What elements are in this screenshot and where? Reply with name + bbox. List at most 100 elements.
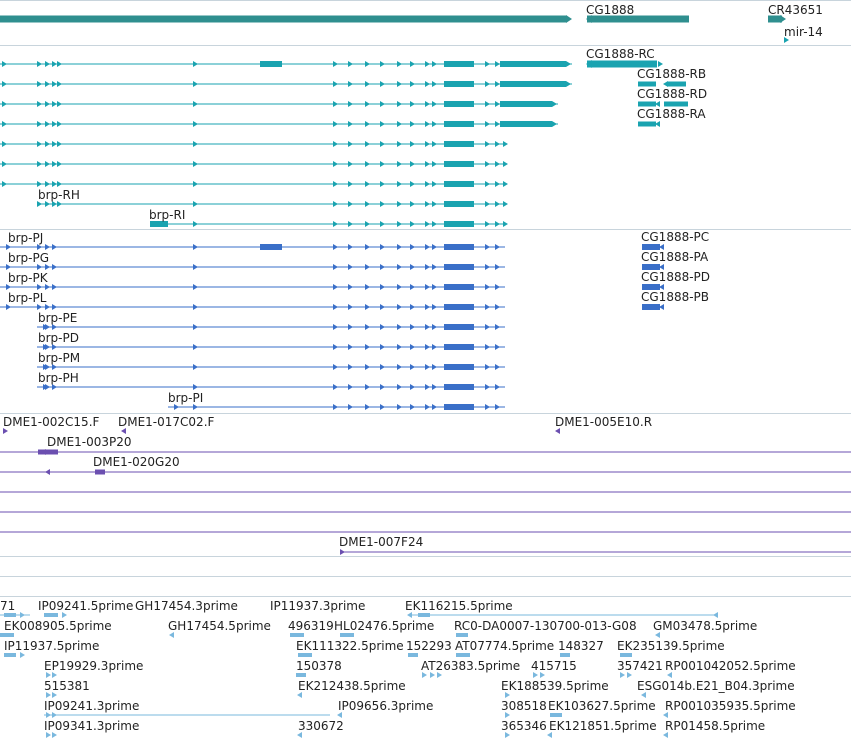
strand-arrow-right[interactable]: [46, 672, 51, 678]
strand-arrow-right[interactable]: [495, 384, 500, 390]
transcript-label-cg1888-rb[interactable]: CG1888-RB: [637, 67, 707, 81]
strand-arrow-right[interactable]: [348, 264, 353, 270]
transcript-label-brp-rh[interactable]: brp-RH: [38, 188, 80, 202]
cdna-label-ip09241-3prime[interactable]: IP09241.3prime: [44, 699, 140, 713]
strand-arrow-right[interactable]: [333, 244, 338, 250]
strand-arrow-right[interactable]: [397, 161, 402, 167]
strand-arrow-right[interactable]: [57, 161, 62, 167]
protein-label-brp-pd[interactable]: brp-PD: [38, 331, 79, 345]
strand-arrow-right[interactable]: [397, 81, 402, 87]
strand-arrow-left[interactable]: [659, 244, 664, 250]
cdna-arrow[interactable]: [505, 692, 510, 698]
clone-end-arrow[interactable]: [41, 449, 46, 455]
strand-arrow-right[interactable]: [52, 344, 57, 350]
strand-arrow-right[interactable]: [432, 264, 437, 270]
strand-arrow-right[interactable]: [37, 181, 42, 187]
strand-arrow-right[interactable]: [485, 121, 490, 127]
exon-block[interactable]: [444, 61, 474, 67]
protein-label-brp-pj[interactable]: brp-PJ: [8, 231, 44, 245]
cg1888-cds-block[interactable]: [642, 304, 660, 310]
strand-arrow-right[interactable]: [37, 141, 42, 147]
strand-arrow-left[interactable]: [655, 101, 660, 107]
strand-arrow-right[interactable]: [365, 264, 370, 270]
strand-arrow-right[interactable]: [380, 364, 385, 370]
cdna-label-150378[interactable]: 150378: [296, 659, 342, 673]
strand-arrow-right[interactable]: [425, 101, 430, 107]
cdna-arrow[interactable]: [667, 672, 672, 678]
strand-arrow-right[interactable]: [193, 244, 198, 250]
cdna-block[interactable]: [4, 653, 16, 657]
strand-arrow-right[interactable]: [410, 181, 415, 187]
cdna-arrow[interactable]: [505, 712, 510, 718]
strand-arrow-right[interactable]: [495, 364, 500, 370]
exon-block[interactable]: [444, 81, 474, 87]
exon-block[interactable]: [444, 141, 474, 147]
strand-arrow-right[interactable]: [425, 404, 430, 410]
strand-arrow-right[interactable]: [397, 244, 402, 250]
strand-arrow-left[interactable]: [659, 284, 664, 290]
strand-arrow-right[interactable]: [2, 61, 7, 67]
cdna-arrow[interactable]: [641, 692, 646, 698]
cds-block[interactable]: [444, 284, 474, 290]
strand-arrow-right[interactable]: [193, 201, 198, 207]
cdna-label-496319[interactable]: 496319: [288, 619, 334, 633]
strand-arrow-right[interactable]: [432, 404, 437, 410]
strand-arrow-right[interactable]: [348, 364, 353, 370]
cdna-block[interactable]: [620, 653, 632, 657]
strand-arrow-right[interactable]: [432, 81, 437, 87]
strand-arrow-right[interactable]: [432, 344, 437, 350]
cdna-block[interactable]: [340, 633, 354, 637]
strand-arrow-right[interactable]: [425, 284, 430, 290]
strand-arrow-right[interactable]: [425, 141, 430, 147]
strand-arrow-right[interactable]: [45, 121, 50, 127]
strand-arrow-right[interactable]: [348, 384, 353, 390]
strand-arrow-right[interactable]: [432, 324, 437, 330]
strand-arrow-right[interactable]: [52, 732, 57, 738]
cdna-label-ek212438-5prime[interactable]: EK212438.5prime: [298, 679, 406, 693]
strand-arrow-right[interactable]: [566, 61, 571, 67]
strand-arrow-right[interactable]: [348, 221, 353, 227]
strand-arrow-right[interactable]: [485, 264, 490, 270]
strand-arrow-right[interactable]: [380, 121, 385, 127]
strand-arrow-right[interactable]: [485, 324, 490, 330]
cdna-label-ip09656-3prime[interactable]: IP09656.3prime: [338, 699, 434, 713]
strand-arrow-right[interactable]: [397, 181, 402, 187]
strand-arrow-right[interactable]: [485, 221, 490, 227]
cg1888-rc-exon[interactable]: [587, 60, 657, 68]
strand-arrow-right[interactable]: [425, 364, 430, 370]
cdna-arrow[interactable]: [297, 692, 302, 698]
strand-arrow-right[interactable]: [397, 344, 402, 350]
strand-arrow-right[interactable]: [45, 61, 50, 67]
strand-arrow-right[interactable]: [495, 81, 500, 87]
strand-arrow-right[interactable]: [425, 221, 430, 227]
strand-arrow-right[interactable]: [365, 161, 370, 167]
strand-arrow-right[interactable]: [57, 181, 62, 187]
strand-arrow-right[interactable]: [397, 264, 402, 270]
strand-arrow-right[interactable]: [397, 101, 402, 107]
strand-arrow-right[interactable]: [37, 161, 42, 167]
strand-arrow-right[interactable]: [52, 692, 57, 698]
strand-arrow-right[interactable]: [380, 384, 385, 390]
clone-label-dme1-002c15f[interactable]: DME1-002C15.F: [3, 415, 100, 429]
strand-arrow-right[interactable]: [485, 201, 490, 207]
strand-arrow-right[interactable]: [410, 141, 415, 147]
strand-arrow-right[interactable]: [45, 264, 50, 270]
strand-arrow-right[interactable]: [410, 101, 415, 107]
strand-arrow-right[interactable]: [193, 404, 198, 410]
strand-arrow-right[interactable]: [410, 324, 415, 330]
strand-arrow-right[interactable]: [380, 324, 385, 330]
strand-arrow-right[interactable]: [425, 264, 430, 270]
strand-arrow-right[interactable]: [495, 61, 500, 67]
strand-arrow-right[interactable]: [397, 364, 402, 370]
cg1888-rb-exon[interactable]: [638, 81, 656, 87]
strand-arrow-left[interactable]: [655, 121, 660, 127]
strand-arrow-right[interactable]: [425, 344, 430, 350]
strand-arrow-right[interactable]: [380, 61, 385, 67]
protein-label-brp-pl[interactable]: brp-PL: [8, 291, 47, 305]
strand-arrow-right[interactable]: [2, 81, 7, 87]
strand-arrow-right[interactable]: [495, 404, 500, 410]
gene-strand-arrow[interactable]: [566, 15, 572, 23]
cdna-block[interactable]: [0, 633, 14, 637]
strand-arrow-right[interactable]: [552, 101, 557, 107]
strand-arrow-left[interactable]: [659, 264, 664, 270]
